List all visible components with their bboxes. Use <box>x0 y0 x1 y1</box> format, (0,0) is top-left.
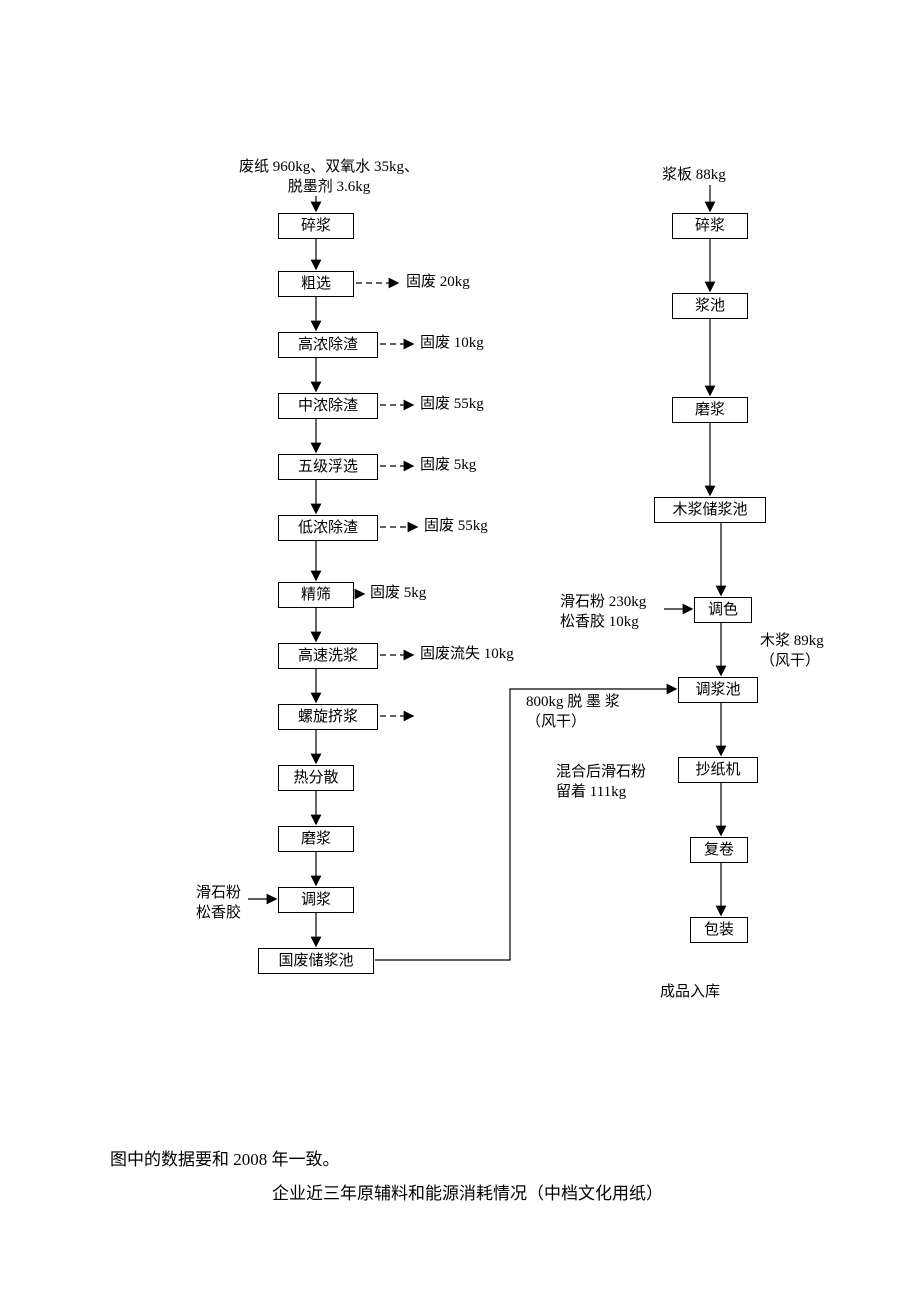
left-input-text: 废纸 960kg、双氧水 35kg、脱墨剂 3.6kg <box>239 159 419 195</box>
box-right-8: 复卷 <box>690 837 748 863</box>
label-left-input-12: 滑石粉松香胶 <box>196 884 241 923</box>
footer-title: 企业近三年原辅料和能源消耗情况（中档文化用纸） <box>272 1179 663 1204</box>
box-right-6: 调浆池 <box>678 677 758 703</box>
box-left-9: 螺旋挤浆 <box>278 704 378 730</box>
label-output: 成品入库 <box>660 983 720 1003</box>
label-wood-pulp-text: 木浆 89kg（风干） <box>760 633 824 669</box>
side-label-2: 固废 20kg <box>406 273 470 293</box>
left-input-label: 废纸 960kg、双氧水 35kg、脱墨剂 3.6kg <box>224 158 434 197</box>
right-input-label: 浆板 88kg <box>662 166 726 186</box>
side-label-5: 固废 5kg <box>420 456 476 476</box>
label-mix-talc: 混合后滑石粉留着 111kg <box>556 763 646 802</box>
box-right-1: 碎浆 <box>672 213 748 239</box>
side-label-8: 固废流失 10kg <box>420 645 514 665</box>
label-deink-text: 800kg 脱 墨 浆（风干） <box>526 694 620 730</box>
box-right-3: 磨浆 <box>672 397 748 423</box>
box-right-4: 木浆储浆池 <box>654 497 766 523</box>
box-left-4: 中浓除渣 <box>278 393 378 419</box>
side-label-3: 固废 10kg <box>420 334 484 354</box>
box-left-10: 热分散 <box>278 765 354 791</box>
side-label-6: 固废 55kg <box>424 517 488 537</box>
label-talc-in-text: 滑石粉 230kg松香胶 10kg <box>560 594 646 630</box>
box-right-5: 调色 <box>694 597 752 623</box>
label-left-input-12-text: 滑石粉松香胶 <box>196 885 241 921</box>
flowchart-page: 废纸 960kg、双氧水 35kg、脱墨剂 3.6kg 浆板 88kg 碎浆 粗… <box>0 0 920 1302</box>
box-right-7: 抄纸机 <box>678 757 758 783</box>
label-mix-talc-text: 混合后滑石粉留着 111kg <box>556 764 646 800</box>
label-talc-in: 滑石粉 230kg松香胶 10kg <box>560 593 646 632</box>
label-wood-pulp: 木浆 89kg（风干） <box>760 632 824 671</box>
box-left-1: 碎浆 <box>278 213 354 239</box>
box-left-11: 磨浆 <box>278 826 354 852</box>
footer-note: 图中的数据要和 2008 年一致。 <box>110 1145 340 1170</box>
label-deink: 800kg 脱 墨 浆（风干） <box>526 693 620 732</box>
box-left-6: 低浓除渣 <box>278 515 378 541</box>
side-label-7: 固废 5kg <box>370 584 426 604</box>
box-left-12: 调浆 <box>278 887 354 913</box>
box-right-9: 包装 <box>690 917 748 943</box>
box-left-2: 粗选 <box>278 271 354 297</box>
box-right-2: 浆池 <box>672 293 748 319</box>
side-label-4: 固废 55kg <box>420 395 484 415</box>
box-left-13: 国废储浆池 <box>258 948 374 974</box>
box-left-8: 高速洗浆 <box>278 643 378 669</box>
box-left-7: 精筛 <box>278 582 354 608</box>
box-left-3: 高浓除渣 <box>278 332 378 358</box>
box-left-5: 五级浮选 <box>278 454 378 480</box>
